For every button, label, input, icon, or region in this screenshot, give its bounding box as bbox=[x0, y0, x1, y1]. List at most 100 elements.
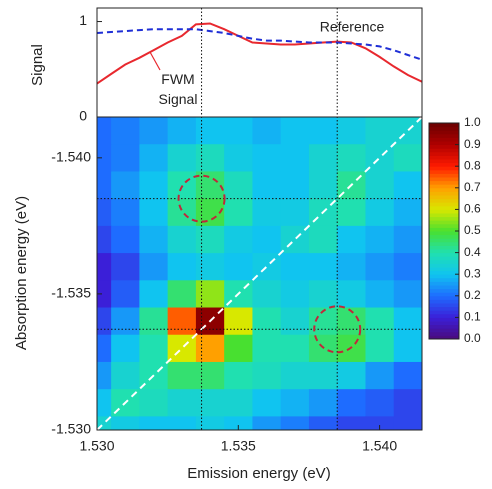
heat-cell bbox=[195, 361, 225, 390]
heat-cell bbox=[337, 280, 367, 309]
heat-cell bbox=[308, 117, 338, 145]
heat-cell bbox=[337, 389, 367, 417]
heat-cell bbox=[337, 416, 367, 430]
colorbar-tick-label: 0.0 bbox=[464, 331, 481, 345]
series-line bbox=[97, 28, 422, 61]
heat-cell bbox=[280, 307, 310, 336]
colorbar-step bbox=[429, 162, 459, 167]
heat-cell bbox=[97, 307, 112, 336]
colorbar-step bbox=[429, 205, 459, 210]
heat-cell bbox=[252, 117, 282, 145]
colorbar-step bbox=[429, 126, 459, 131]
colorbar-tick-label: 0.9 bbox=[464, 137, 481, 151]
heat-cell bbox=[111, 144, 140, 173]
highlight-circle bbox=[177, 174, 226, 223]
heat-cell bbox=[111, 198, 140, 227]
heat-cell bbox=[224, 416, 254, 430]
heat-cell bbox=[280, 198, 310, 227]
heat-cell bbox=[337, 198, 367, 227]
colorbar-step bbox=[429, 331, 459, 336]
colorbar-step bbox=[429, 187, 459, 192]
colorbar-step bbox=[429, 227, 459, 232]
heat-cell bbox=[224, 171, 254, 200]
heat-cell bbox=[139, 198, 169, 227]
y-tick-label: -1.540 bbox=[51, 149, 91, 165]
series-label: Reference bbox=[320, 19, 385, 35]
top-lines bbox=[97, 22, 422, 85]
heat-cell bbox=[97, 144, 112, 173]
colorbar-tick-label: 0.8 bbox=[464, 158, 481, 172]
colorbar-step bbox=[429, 231, 459, 236]
y-axis-label: Absorption energy (eV) bbox=[13, 196, 30, 350]
heat-cell bbox=[97, 117, 112, 145]
heat-cell bbox=[224, 198, 254, 227]
heat-cell bbox=[308, 225, 338, 254]
heat-cell bbox=[252, 144, 282, 173]
heat-cell bbox=[280, 334, 310, 363]
heat-cell bbox=[280, 389, 310, 417]
heat-cell bbox=[195, 389, 225, 417]
colorbar-step bbox=[429, 130, 459, 135]
heat-cell bbox=[337, 117, 367, 145]
colorbar-step bbox=[429, 198, 459, 203]
heat-cell bbox=[365, 361, 395, 390]
colorbar-step bbox=[429, 299, 459, 304]
heat-cell bbox=[337, 225, 367, 254]
heat-cell bbox=[195, 225, 225, 254]
colorbar-step bbox=[429, 310, 459, 315]
heat-cell bbox=[195, 253, 225, 281]
heat-cell bbox=[280, 171, 310, 200]
colorbar-tick-label: 0.5 bbox=[464, 223, 481, 237]
x-tick-label: 1.535 bbox=[221, 438, 256, 454]
colorbar-step bbox=[429, 281, 459, 286]
colorbar-step bbox=[429, 256, 459, 261]
overlay bbox=[96, 8, 423, 431]
y-tick-label: -1.530 bbox=[51, 421, 91, 437]
heat-cell bbox=[139, 416, 169, 430]
heat-cell bbox=[252, 198, 282, 227]
colorbar-step bbox=[429, 180, 459, 185]
colorbar-step bbox=[429, 303, 459, 308]
colorbar-step bbox=[429, 173, 459, 178]
heat-cell bbox=[252, 361, 282, 390]
heat-cell bbox=[252, 416, 282, 430]
colorbar-tick-label: 0.1 bbox=[464, 310, 481, 324]
heat-cell bbox=[167, 117, 197, 145]
heat-cell bbox=[167, 280, 197, 309]
heat-cell bbox=[139, 171, 169, 200]
heat-cell bbox=[195, 144, 225, 173]
colorbar-tick-label: 0.4 bbox=[464, 245, 481, 259]
heat-cell bbox=[139, 253, 169, 281]
colorbar-step bbox=[429, 123, 459, 128]
heat-cell bbox=[97, 171, 112, 200]
heat-cell bbox=[280, 117, 310, 145]
colorbar-step bbox=[429, 234, 459, 239]
heat-cell bbox=[393, 334, 422, 363]
colorbar-step bbox=[429, 177, 459, 182]
heat-cell bbox=[308, 416, 338, 430]
heat-cell bbox=[224, 117, 254, 145]
heat-cell bbox=[393, 144, 422, 173]
colorbar-step bbox=[429, 220, 459, 225]
heat-cell bbox=[337, 144, 367, 173]
heat-cell bbox=[97, 361, 112, 390]
colorbar-step bbox=[429, 292, 459, 297]
heat-cell bbox=[280, 253, 310, 281]
colorbar-step bbox=[429, 213, 459, 218]
colorbar-step bbox=[429, 184, 459, 189]
heat-cell bbox=[111, 334, 140, 363]
colorbar-step bbox=[429, 191, 459, 196]
colorbar-tick-label: 0.3 bbox=[464, 266, 481, 280]
heat-cell bbox=[393, 253, 422, 281]
heat-cell bbox=[365, 225, 395, 254]
colorbar-step bbox=[429, 249, 459, 254]
colorbar-step bbox=[429, 238, 459, 243]
map-frame bbox=[96, 116, 423, 431]
colorbar-step bbox=[429, 223, 459, 228]
colorbar-step bbox=[429, 166, 459, 171]
y-tick-label: 0 bbox=[79, 108, 87, 124]
heat-cell bbox=[365, 334, 395, 363]
heat-cell bbox=[365, 280, 395, 309]
heat-cell bbox=[195, 117, 225, 145]
